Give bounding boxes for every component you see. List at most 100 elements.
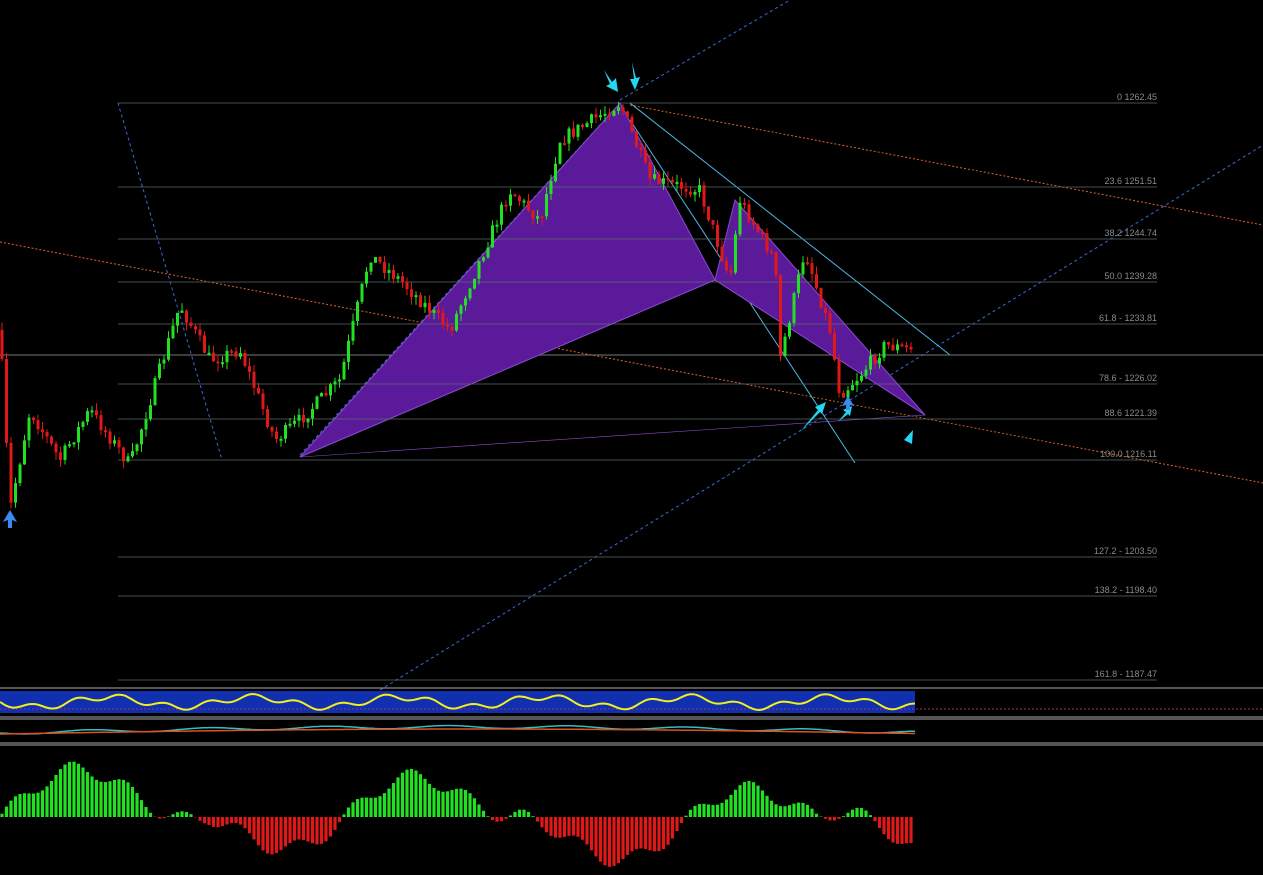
candle-body bbox=[473, 278, 476, 289]
histogram-bar bbox=[652, 817, 657, 852]
histogram-bar bbox=[13, 796, 18, 817]
candle-body bbox=[360, 283, 364, 302]
histogram-bar bbox=[270, 817, 274, 855]
signal-arrow bbox=[604, 70, 618, 92]
histogram-bar bbox=[157, 817, 162, 819]
fib-label: 100.0 1216.11 bbox=[1100, 449, 1157, 459]
candle-body bbox=[32, 417, 35, 421]
candle-body bbox=[261, 393, 265, 410]
candle-body bbox=[905, 345, 908, 348]
histogram-bar bbox=[634, 817, 639, 850]
candle-body bbox=[0, 330, 4, 360]
histogram-bar bbox=[247, 817, 252, 834]
candle-body bbox=[378, 256, 382, 263]
histogram-bar bbox=[567, 817, 571, 836]
signal-arrow bbox=[630, 62, 640, 90]
histogram-bar bbox=[108, 781, 112, 817]
candle-body bbox=[194, 326, 197, 330]
histogram-bar bbox=[22, 793, 27, 817]
histogram-bar bbox=[729, 794, 733, 817]
histogram-bar bbox=[535, 817, 540, 822]
candle-body bbox=[846, 390, 850, 398]
candle-body bbox=[707, 206, 710, 221]
candle-body bbox=[329, 384, 332, 396]
histogram-bar bbox=[396, 777, 400, 817]
histogram-bar bbox=[765, 795, 769, 817]
histogram-bar bbox=[49, 781, 54, 817]
histogram-bar bbox=[274, 817, 279, 854]
histogram-bar bbox=[481, 810, 486, 817]
histogram-bar bbox=[63, 764, 67, 817]
histogram-bar bbox=[531, 816, 535, 817]
candle-body bbox=[207, 352, 211, 355]
candle-body bbox=[545, 194, 548, 217]
histogram-bar bbox=[648, 817, 652, 851]
signal-arrow bbox=[800, 402, 826, 432]
candle-body bbox=[419, 295, 422, 308]
histogram-bar bbox=[783, 806, 787, 817]
candle-body bbox=[689, 191, 692, 195]
candle-body bbox=[725, 261, 728, 271]
histogram-bar bbox=[337, 817, 342, 823]
histogram-bar bbox=[58, 769, 63, 817]
histogram-bar bbox=[238, 817, 243, 825]
candles bbox=[0, 101, 913, 509]
candle-body bbox=[126, 456, 130, 462]
candle-body bbox=[189, 322, 193, 327]
candle-body bbox=[792, 293, 796, 323]
histogram-bar bbox=[580, 817, 585, 840]
histogram-bar bbox=[657, 817, 661, 852]
histogram-bar bbox=[0, 813, 4, 817]
candle-body bbox=[657, 174, 661, 184]
histogram-bar bbox=[859, 808, 864, 817]
candle-body bbox=[873, 355, 877, 364]
candle-body bbox=[455, 313, 458, 331]
histogram-bar bbox=[684, 815, 688, 817]
candle-body bbox=[392, 269, 395, 279]
histogram-bar bbox=[733, 789, 738, 817]
candle-body bbox=[536, 216, 539, 219]
candle-body bbox=[428, 302, 431, 313]
histogram-bar bbox=[738, 785, 742, 817]
histogram-bar bbox=[855, 807, 859, 817]
candle-body bbox=[482, 257, 485, 261]
histogram-bar bbox=[562, 817, 567, 837]
candle-body bbox=[117, 440, 121, 448]
candle-body bbox=[342, 361, 346, 380]
candle-body bbox=[185, 310, 188, 323]
candle-body bbox=[315, 396, 319, 409]
histogram-bar bbox=[693, 805, 697, 817]
histogram-bar bbox=[261, 817, 265, 851]
candle-body bbox=[882, 341, 886, 358]
candle-body bbox=[14, 483, 17, 503]
candle-body bbox=[131, 451, 134, 457]
histogram-bar bbox=[900, 817, 904, 844]
histogram-bar bbox=[378, 796, 382, 817]
candle-body bbox=[909, 346, 913, 350]
histogram-bar bbox=[607, 817, 612, 867]
candle-body bbox=[140, 429, 143, 445]
candle-body bbox=[135, 444, 139, 452]
histogram-bar bbox=[868, 815, 873, 817]
histogram-bar bbox=[414, 770, 418, 817]
candle-body bbox=[270, 426, 274, 432]
histogram-bar bbox=[571, 817, 576, 836]
histogram-bar bbox=[643, 817, 648, 850]
histogram-bar bbox=[445, 791, 450, 817]
channel-line bbox=[117, 102, 223, 461]
histogram-bar bbox=[441, 791, 445, 817]
candle-body bbox=[212, 352, 215, 362]
fib-label: 138.2 - 1198.40 bbox=[1095, 585, 1157, 595]
histogram-bar bbox=[76, 763, 81, 817]
histogram-bar bbox=[94, 779, 99, 817]
candle-body bbox=[693, 191, 697, 195]
candle-body bbox=[500, 204, 503, 225]
candle-body bbox=[702, 185, 706, 207]
histogram-bar bbox=[864, 810, 868, 817]
candle-body bbox=[518, 196, 521, 202]
oscillator-line bbox=[0, 692, 916, 712]
histogram-bar bbox=[333, 817, 337, 830]
candle-body bbox=[635, 131, 638, 148]
candle-body bbox=[450, 326, 454, 331]
histogram-bar bbox=[351, 802, 355, 817]
